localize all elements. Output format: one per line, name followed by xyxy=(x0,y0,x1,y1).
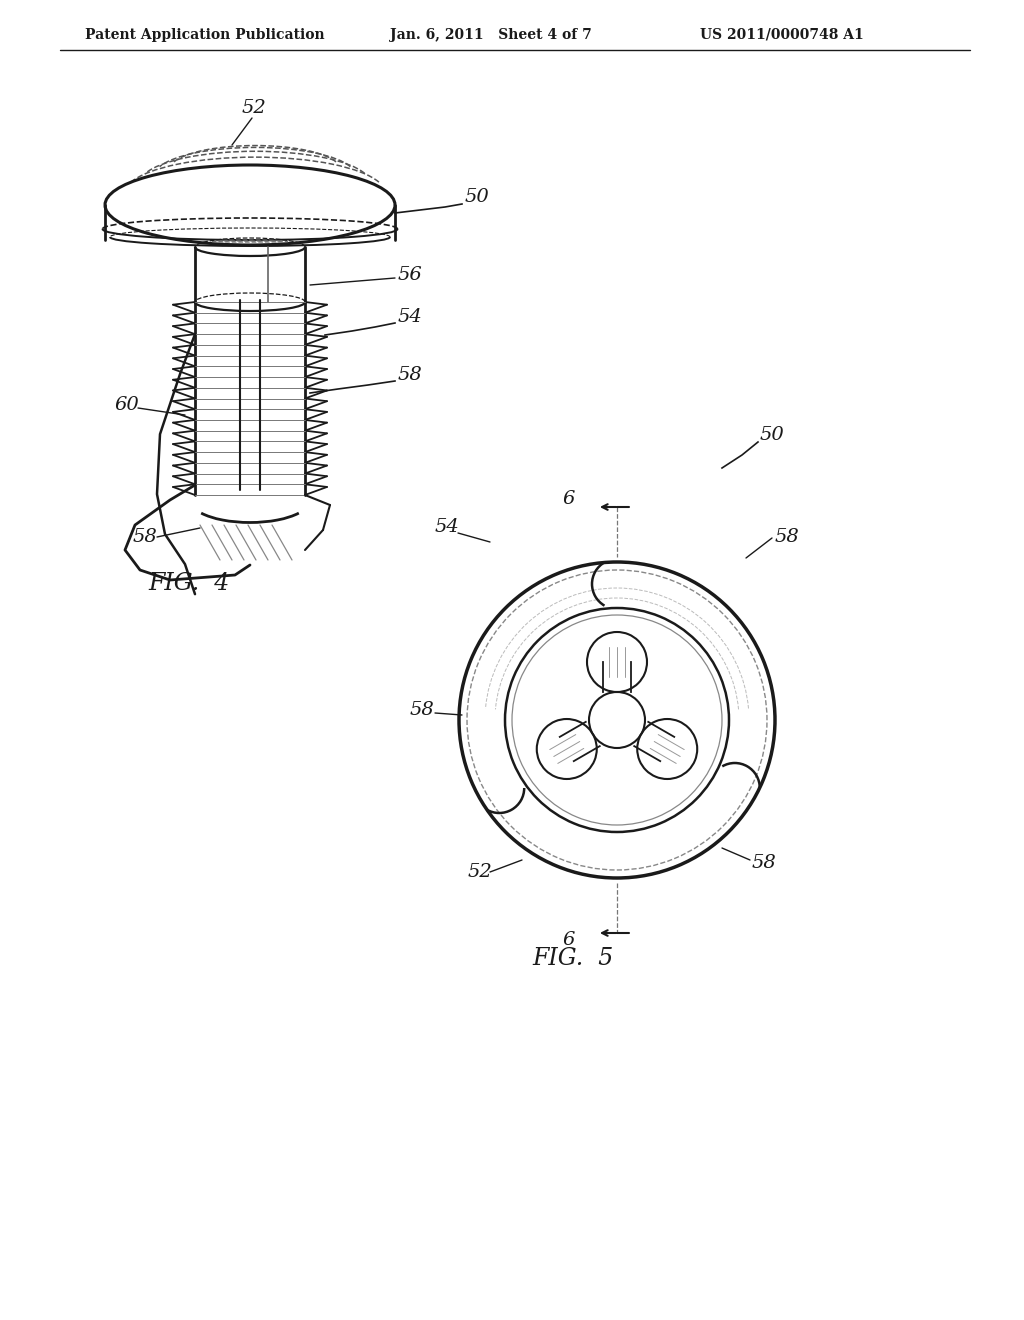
Text: 6: 6 xyxy=(562,931,574,949)
Text: 58: 58 xyxy=(410,701,435,719)
Text: FIG.  5: FIG. 5 xyxy=(532,946,613,970)
Text: 58: 58 xyxy=(398,366,423,384)
Text: Jan. 6, 2011   Sheet 4 of 7: Jan. 6, 2011 Sheet 4 of 7 xyxy=(390,28,592,42)
Text: FIG.  4: FIG. 4 xyxy=(148,572,229,595)
Text: 56: 56 xyxy=(398,267,423,284)
Text: 54: 54 xyxy=(435,517,460,536)
Text: 58: 58 xyxy=(752,854,777,873)
Text: 52: 52 xyxy=(468,863,493,880)
Text: US 2011/0000748 A1: US 2011/0000748 A1 xyxy=(700,28,864,42)
Text: 60: 60 xyxy=(114,396,138,414)
Text: 6: 6 xyxy=(562,490,574,508)
Text: 50: 50 xyxy=(465,187,489,206)
Text: Patent Application Publication: Patent Application Publication xyxy=(85,28,325,42)
Text: 52: 52 xyxy=(242,99,266,117)
Text: 54: 54 xyxy=(398,308,423,326)
Text: 50: 50 xyxy=(760,426,784,444)
Text: 58: 58 xyxy=(133,528,158,546)
Text: 58: 58 xyxy=(775,528,800,546)
